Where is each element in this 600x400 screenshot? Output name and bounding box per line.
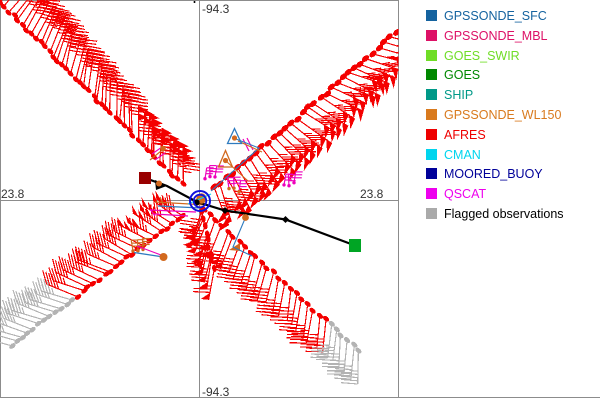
svg-text:-94.3: -94.3 <box>202 2 230 16</box>
svg-text:-94.3: -94.3 <box>202 385 230 399</box>
svg-text:23.8: 23.8 <box>1 187 25 201</box>
svg-text:23.8: 23.8 <box>360 187 384 201</box>
